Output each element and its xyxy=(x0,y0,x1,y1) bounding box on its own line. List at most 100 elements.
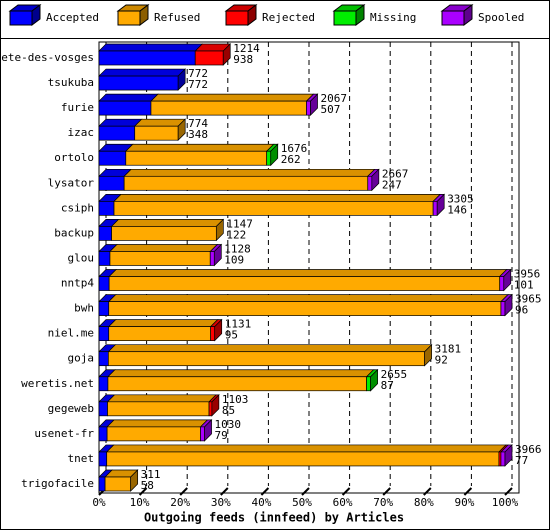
bar-side xyxy=(504,444,513,467)
y-tick-label: usenet-fr xyxy=(34,427,94,440)
bar-top xyxy=(124,143,275,152)
bar-front xyxy=(98,150,127,166)
bar-segment xyxy=(104,469,139,492)
bar-front xyxy=(108,326,212,341)
y-tick-label: nntp4 xyxy=(61,277,94,290)
bar-top xyxy=(107,294,509,302)
total-label: 774 xyxy=(188,117,208,130)
bar-top xyxy=(150,93,315,102)
legend-swatch xyxy=(333,10,357,26)
y-tick-label: furie xyxy=(61,101,94,114)
bar-side xyxy=(370,368,378,392)
bar-front xyxy=(98,401,108,417)
x-tick-label: 80% xyxy=(414,496,434,509)
accepted-label: 146 xyxy=(447,203,467,216)
tick-mark xyxy=(423,487,432,496)
bar-front xyxy=(500,451,506,467)
bar-segment xyxy=(98,168,133,191)
x-tick-label: 90% xyxy=(454,496,474,509)
bar-side xyxy=(270,143,279,167)
accepted-label: 938 xyxy=(233,53,253,66)
bar-front xyxy=(266,150,272,166)
bar-segment xyxy=(432,193,446,217)
bar-top xyxy=(107,369,375,378)
legend-swatch xyxy=(225,10,249,26)
bar-segment xyxy=(107,343,433,367)
bar-top xyxy=(107,319,219,327)
bar-front xyxy=(98,175,125,191)
legend-label: Refused xyxy=(154,11,200,24)
bar-top xyxy=(123,168,376,177)
total-label: 2655 xyxy=(381,368,408,381)
accepted-label: 772 xyxy=(188,78,208,91)
total-label: 3965 xyxy=(515,293,542,306)
bar-side xyxy=(214,318,223,342)
accepted-label: 77 xyxy=(515,454,528,467)
bar-side xyxy=(424,343,432,367)
accepted-label: 92 xyxy=(435,354,448,367)
x-tick-label: 100% xyxy=(492,496,519,509)
x-tick-label: 60% xyxy=(333,496,353,509)
x-axis-title: Outgoing feeds (innfeed) by Articles xyxy=(144,511,404,525)
bar-top xyxy=(106,419,209,428)
bar-segment xyxy=(98,68,187,91)
bar-segment xyxy=(98,118,143,141)
y-tick-label: bete-des-vosges xyxy=(0,51,94,64)
bar-top xyxy=(110,219,225,227)
bar-front xyxy=(366,376,371,392)
total-label: 3956 xyxy=(514,268,541,281)
bar-front xyxy=(107,351,425,367)
y-tick-label: tsukuba xyxy=(48,76,94,89)
total-label: 2667 xyxy=(382,167,409,180)
bar-side xyxy=(213,243,222,267)
bar-segment xyxy=(366,168,380,192)
bar-front xyxy=(432,201,438,216)
bar-segment xyxy=(107,319,219,341)
accepted-label: 122 xyxy=(226,228,246,241)
bar-segment xyxy=(107,369,375,392)
accepted-label: 348 xyxy=(188,128,208,141)
bar-segment xyxy=(123,168,376,191)
accepted-label: 247 xyxy=(382,178,402,191)
bar-side xyxy=(177,118,186,142)
x-tick-label: 40% xyxy=(251,496,271,509)
bar-segment xyxy=(150,93,315,116)
accepted-label: 58 xyxy=(141,479,154,492)
bar-front xyxy=(194,50,224,66)
bar-front xyxy=(108,276,501,291)
bar-front xyxy=(208,401,213,417)
y-tick-label: csiph xyxy=(61,201,94,214)
bar-segment xyxy=(500,444,513,467)
bar-segment xyxy=(305,93,319,116)
y-tick-label: glou xyxy=(68,251,95,264)
bar-segment xyxy=(106,394,217,417)
bar-front xyxy=(200,426,205,442)
y-tick-label: niel.me xyxy=(48,327,94,340)
bar-front xyxy=(367,175,373,191)
accepted-label: 109 xyxy=(224,253,244,266)
legend-label: Rejected xyxy=(262,11,315,24)
tick-mark xyxy=(504,487,513,496)
bar-front xyxy=(123,175,369,191)
bar-top xyxy=(106,394,217,403)
bar-front xyxy=(150,100,307,116)
bar-front xyxy=(108,301,502,316)
y-tick-label: ortolo xyxy=(54,151,94,164)
bar-top xyxy=(107,344,433,353)
y-tick-label: weretis.net xyxy=(21,377,94,390)
bar-side xyxy=(215,218,224,242)
x-tick-label: 50% xyxy=(292,496,312,509)
bar-front xyxy=(98,476,106,492)
bar-front xyxy=(98,276,110,291)
bar-segment xyxy=(199,419,213,442)
bar-front xyxy=(98,376,109,392)
bar-front xyxy=(111,226,217,241)
bar-front xyxy=(98,50,196,66)
bar-segment xyxy=(498,268,512,292)
accepted-label: 507 xyxy=(321,103,341,116)
bar-front xyxy=(500,301,506,316)
total-label: 1030 xyxy=(215,418,242,431)
tick-mark xyxy=(260,487,270,496)
bar-segment xyxy=(98,143,134,166)
accepted-label: 87 xyxy=(381,379,394,392)
